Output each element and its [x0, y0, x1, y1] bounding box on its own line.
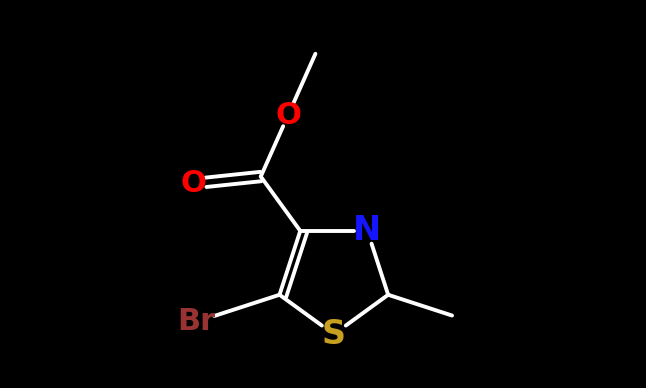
Text: O: O	[275, 100, 301, 130]
Text: O: O	[181, 169, 207, 198]
Text: N: N	[353, 215, 382, 248]
Text: S: S	[322, 318, 346, 351]
Text: Br: Br	[178, 307, 216, 336]
